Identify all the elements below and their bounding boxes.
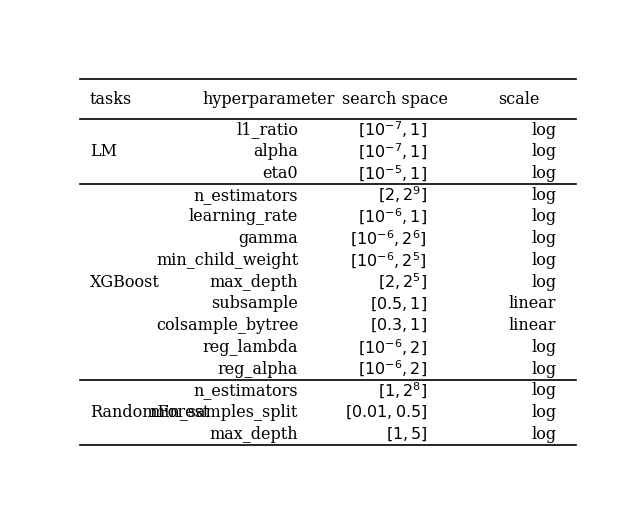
- Text: log: log: [531, 404, 556, 421]
- Text: log: log: [531, 209, 556, 225]
- Text: l1_ratio: l1_ratio: [236, 121, 298, 139]
- Text: colsample_bytree: colsample_bytree: [156, 317, 298, 334]
- Text: $[2, 2^{9}]$: $[2, 2^{9}]$: [378, 185, 428, 206]
- Text: hyperparameter: hyperparameter: [202, 90, 335, 108]
- Text: alpha: alpha: [253, 143, 298, 160]
- Text: log: log: [531, 274, 556, 291]
- Text: $[10^{-7}, 1]$: $[10^{-7}, 1]$: [358, 120, 428, 140]
- Text: max_depth: max_depth: [210, 426, 298, 443]
- Text: $[10^{-6}, 2]$: $[10^{-6}, 2]$: [358, 337, 428, 358]
- Text: log: log: [531, 361, 556, 378]
- Text: n_estimators: n_estimators: [194, 382, 298, 400]
- Text: n_estimators: n_estimators: [194, 187, 298, 204]
- Text: $[0.01, 0.5]$: $[0.01, 0.5]$: [345, 404, 428, 422]
- Text: reg_lambda: reg_lambda: [203, 339, 298, 356]
- Text: eta0: eta0: [262, 165, 298, 182]
- Text: log: log: [531, 252, 556, 269]
- Text: tasks: tasks: [90, 90, 132, 108]
- Text: scale: scale: [498, 90, 540, 108]
- Text: $[1, 2^{8}]$: $[1, 2^{8}]$: [378, 381, 428, 401]
- Text: gamma: gamma: [239, 230, 298, 247]
- Text: $[10^{-6}, 2^{5}]$: $[10^{-6}, 2^{5}]$: [351, 251, 428, 270]
- Text: reg_alpha: reg_alpha: [218, 361, 298, 378]
- Text: XGBoost: XGBoost: [90, 274, 160, 291]
- Text: min_child_weight: min_child_weight: [156, 252, 298, 269]
- Text: log: log: [531, 382, 556, 400]
- Text: $[10^{-6}, 2]$: $[10^{-6}, 2]$: [358, 359, 428, 379]
- Text: log: log: [531, 426, 556, 443]
- Text: max_depth: max_depth: [210, 274, 298, 291]
- Text: subsample: subsample: [211, 295, 298, 312]
- Text: LM: LM: [90, 143, 117, 160]
- Text: $[2, 2^{5}]$: $[2, 2^{5}]$: [378, 272, 428, 292]
- Text: search space: search space: [342, 90, 448, 108]
- Text: $[10^{-7}, 1]$: $[10^{-7}, 1]$: [358, 142, 428, 162]
- Text: log: log: [531, 165, 556, 182]
- Text: log: log: [531, 187, 556, 204]
- Text: log: log: [531, 339, 556, 356]
- Text: log: log: [531, 230, 556, 247]
- Text: $[1, 5]$: $[1, 5]$: [385, 426, 428, 443]
- Text: linear: linear: [509, 295, 556, 312]
- Text: $[0.3, 1]$: $[0.3, 1]$: [370, 317, 428, 334]
- Text: linear: linear: [509, 317, 556, 334]
- Text: RandomForest: RandomForest: [90, 404, 209, 421]
- Text: $[10^{-6}, 1]$: $[10^{-6}, 1]$: [358, 207, 428, 227]
- Text: $[10^{-6}, 2^{6}]$: $[10^{-6}, 2^{6}]$: [351, 229, 428, 249]
- Text: $[0.5, 1]$: $[0.5, 1]$: [370, 295, 428, 313]
- Text: log: log: [531, 121, 556, 139]
- Text: learning_rate: learning_rate: [189, 209, 298, 225]
- Text: log: log: [531, 143, 556, 160]
- Text: $[10^{-5}, 1]$: $[10^{-5}, 1]$: [358, 164, 428, 184]
- Text: min_samples_split: min_samples_split: [150, 404, 298, 421]
